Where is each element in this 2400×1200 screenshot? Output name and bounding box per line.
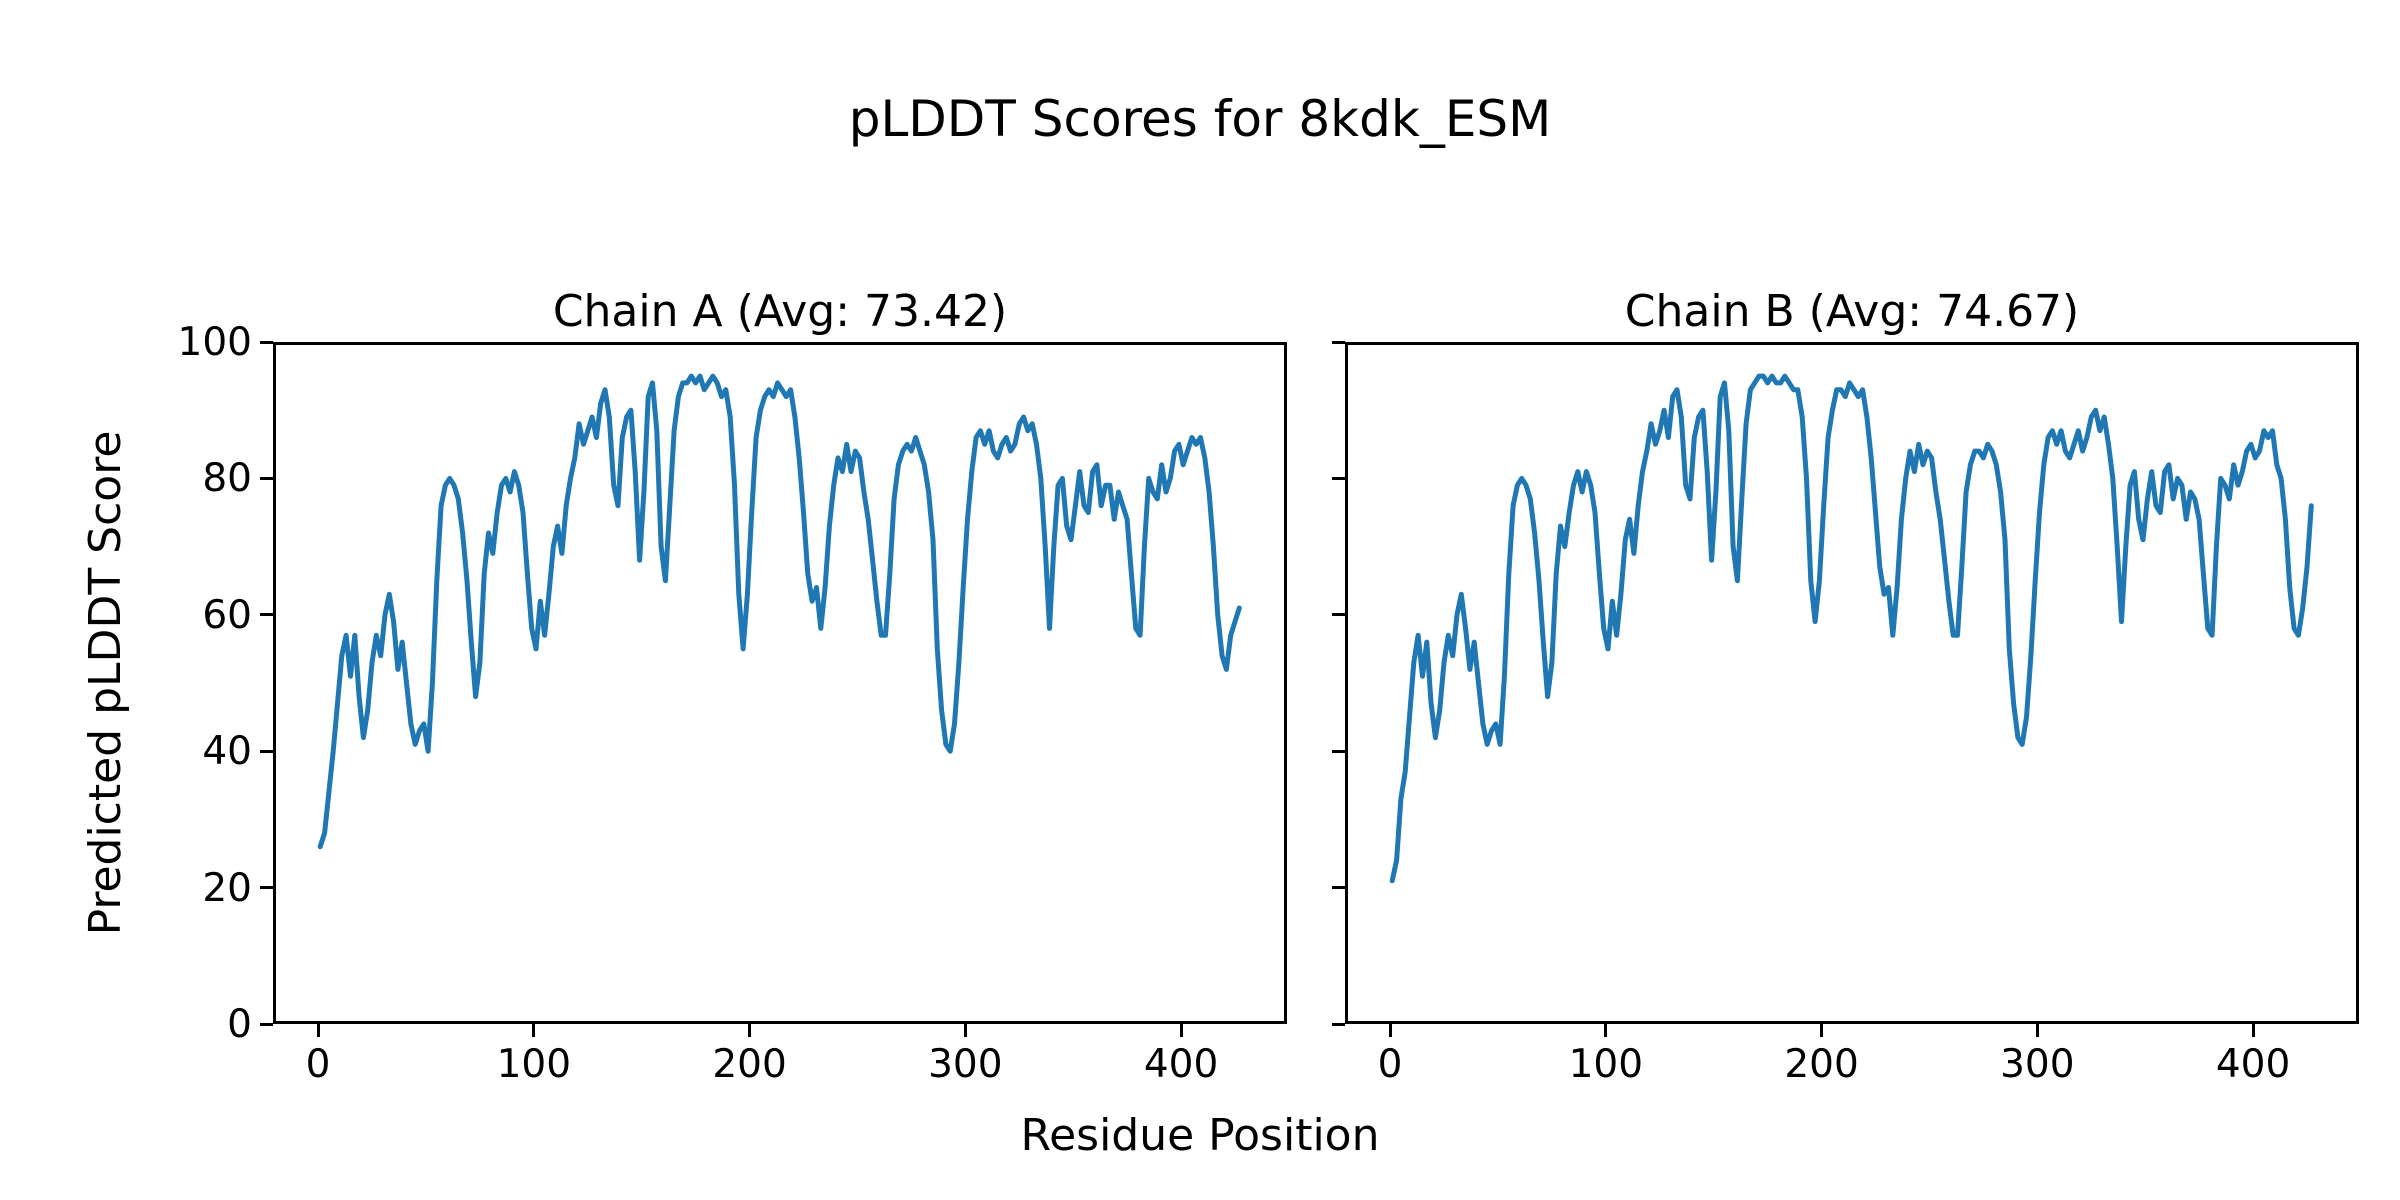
x-axis-label: Residue Position xyxy=(1020,1110,1380,1161)
x-tick-mark xyxy=(2251,1024,2255,1037)
y-tick-mark xyxy=(260,886,273,890)
y-tick-label: 80 xyxy=(202,456,252,502)
x-tick-mark xyxy=(748,1024,752,1037)
plddt-line-chart-b xyxy=(1389,373,2314,884)
x-tick-label: 200 xyxy=(1784,1042,1859,1087)
y-tick-mark xyxy=(260,476,273,480)
x-tick-mark xyxy=(316,1024,320,1037)
x-tick-label: 100 xyxy=(1568,1042,1644,1087)
x-tick-mark xyxy=(963,1024,967,1037)
subplot-a-axes xyxy=(273,342,1287,1024)
x-tick-mark xyxy=(1179,1024,1183,1037)
subplot-a-title: Chain A (Avg: 73.42) xyxy=(552,286,1008,337)
y-tick-mark xyxy=(260,613,273,617)
x-tick-mark xyxy=(532,1024,536,1037)
plddt-series-line xyxy=(1389,373,2314,884)
x-tick-mark xyxy=(1388,1024,1392,1037)
figure-title: pLDDT Scores for 8kdk_ESM xyxy=(848,90,1552,148)
x-tick-mark xyxy=(1604,1024,1608,1037)
y-tick-mark xyxy=(1332,1022,1345,1026)
y-tick-mark xyxy=(260,749,273,753)
x-tick-mark xyxy=(1820,1024,1824,1037)
y-tick-mark xyxy=(1332,886,1345,890)
y-tick-mark xyxy=(260,1022,273,1026)
x-tick-label: 400 xyxy=(1143,1042,1219,1087)
y-tick-mark xyxy=(260,340,273,344)
x-tick-label: 0 xyxy=(1377,1042,1403,1087)
y-tick-label: 100 xyxy=(177,320,252,365)
y-axis-label: Predicted pLDDT Score xyxy=(80,430,131,936)
subplot-chain-b: Chain B (Avg: 74.67) 0 100 200 300 400 xyxy=(1332,290,2359,1084)
y-tick-mark xyxy=(1332,340,1345,344)
plddt-series-line xyxy=(317,373,1242,850)
x-tick-mark xyxy=(2035,1024,2039,1037)
subplot-chain-a: Chain A (Avg: 73.42) 0 20 40 60 80 100 0 100 200… xyxy=(178,290,1287,1084)
y-tick-mark xyxy=(1332,749,1345,753)
subplot-b-axes xyxy=(1345,342,2359,1024)
y-tick-label: 60 xyxy=(202,592,252,638)
y-tick-label: 20 xyxy=(202,865,252,911)
x-tick-label: 100 xyxy=(496,1042,572,1087)
x-tick-label: 0 xyxy=(305,1042,331,1087)
x-tick-label: 300 xyxy=(2000,1042,2075,1087)
y-tick-label: 0 xyxy=(227,1002,252,1047)
plddt-line-chart-a xyxy=(317,373,1242,850)
x-tick-label: 400 xyxy=(2215,1042,2291,1087)
y-tick-mark xyxy=(1332,476,1345,480)
x-tick-label: 200 xyxy=(712,1042,787,1087)
x-tick-label: 300 xyxy=(928,1042,1003,1087)
y-tick-label: 40 xyxy=(202,729,252,775)
y-tick-mark xyxy=(1332,613,1345,617)
subplot-b-title: Chain B (Avg: 74.67) xyxy=(1624,286,2080,337)
